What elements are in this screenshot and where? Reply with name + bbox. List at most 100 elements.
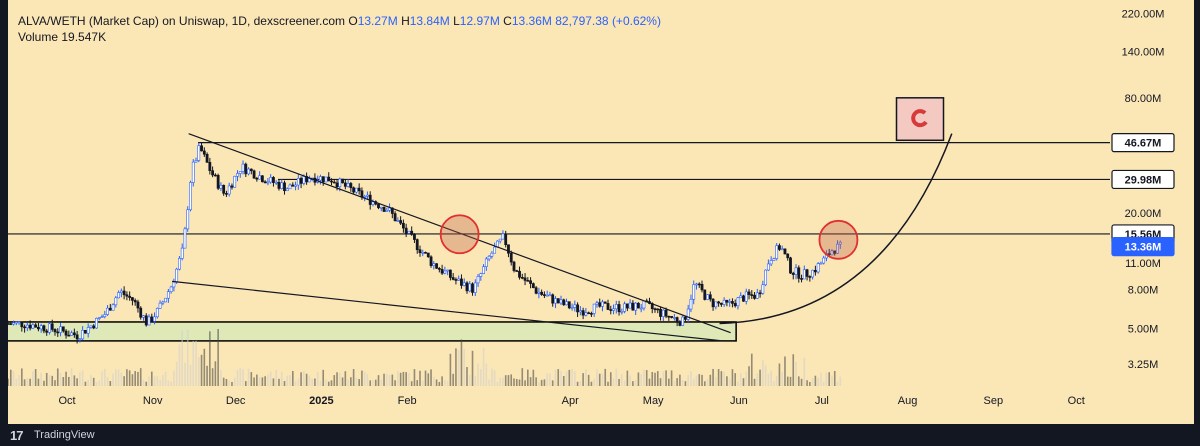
candle-body [136,301,140,309]
volume-bar [504,375,507,386]
candle-body [625,303,629,309]
candle-body [346,183,350,187]
candle-body [791,272,795,275]
volume-bar [256,374,258,386]
candle-body [81,330,85,340]
candle-body [158,302,162,309]
candle-body [255,177,259,180]
candle-body [97,317,101,319]
candle-body [565,301,568,306]
candle-body [84,330,87,334]
price-tag[interactable] [1111,237,1175,257]
volume-bar [56,368,59,386]
candle-body [653,308,657,311]
candle-body [283,182,286,192]
volume-bar [220,369,222,386]
candle-body [736,297,740,307]
candle-body [227,185,231,195]
price-chart[interactable]: 220.00M 140.00M 80.00M 20.00M 8.00M 5.00M 3.25… [8,0,1194,424]
volume-bar [408,373,410,386]
candle-body [233,175,237,188]
volume-bar [720,371,723,386]
volume-bar [698,374,701,386]
candle-body [249,168,253,172]
candle-body [595,302,599,305]
volume-bar [540,379,543,386]
candle-body [742,295,745,302]
candle-body [822,257,826,264]
volume-bar [405,372,407,386]
target-box[interactable] [895,97,945,142]
volume-bar [239,368,242,386]
candle-body [117,292,121,299]
volume-bar [562,376,565,386]
volume-bar [491,368,493,386]
parabolic-curve[interactable] [719,133,953,325]
volume-bar [314,378,316,386]
candle-body [144,315,148,326]
low-value: 12.97M [459,14,500,28]
volume-bar [659,378,662,386]
candle-body [142,315,145,318]
candle-body [443,270,447,274]
volume-bar [438,381,441,386]
volume-bar [455,348,457,386]
candle-body [399,220,403,224]
candle-body [576,304,579,313]
volume-bar [604,368,607,386]
candle-body [634,302,638,311]
volume-bar [164,371,167,386]
support-zone-rect[interactable] [8,321,737,342]
falling-wedge-lower-line[interactable] [172,280,723,342]
chart-pane[interactable]: 220.00M 140.00M 80.00M 20.00M 8.00M 5.00M 3.25… [8,0,1194,424]
price-tag[interactable] [1111,133,1175,153]
volume-bar [145,381,148,386]
symbol-title: ALVA/WETH (Market Cap) on Uniswap, 1D, d… [18,14,345,28]
x-tick-label: Oct [58,395,75,407]
volume-bar [175,361,178,386]
candle-body [335,182,339,188]
volume-bar [623,380,626,386]
volume-bar [621,374,623,386]
y-tick-label: 220.00M [1122,9,1165,21]
volume-bar [45,372,48,386]
x-tick-label: Jun [730,395,748,407]
falling-wedge-upper-line[interactable] [188,133,731,334]
high-value: 13.84M [409,14,450,28]
volume-bar [153,376,156,386]
candle-body [606,303,610,310]
tradingview-brand: TradingView [34,429,95,441]
candle-body [48,323,51,333]
volume-bar [214,361,217,386]
candle-body [429,256,433,266]
low-label: L [453,14,460,28]
volume-bar [546,373,548,386]
volume-bar [795,361,797,386]
candle-body [753,294,756,299]
candle-body [476,276,480,284]
candle-body [354,187,358,193]
volume-bar [778,363,781,386]
candle-body [714,301,718,308]
candle-body [479,273,483,277]
price-tag[interactable] [1111,169,1175,190]
candle-body [92,325,96,329]
candle-body [775,245,779,259]
volume-bar [339,372,341,386]
highlight-circle[interactable] [818,219,859,260]
volume-bar [316,371,319,386]
candle-body [780,248,784,251]
candle-body [678,321,682,326]
candle-body [451,277,455,280]
x-tick-label: Dec [226,395,246,407]
volume-bar [95,381,98,386]
candle-body [750,294,754,296]
candle-body [360,190,364,198]
candle-body [432,263,436,266]
candle-body [205,153,209,163]
volume-bar [759,369,761,386]
highlight-circle[interactable] [439,214,480,255]
candle-body [830,250,834,256]
volume-bar [811,378,814,386]
volume-bar [397,370,399,386]
